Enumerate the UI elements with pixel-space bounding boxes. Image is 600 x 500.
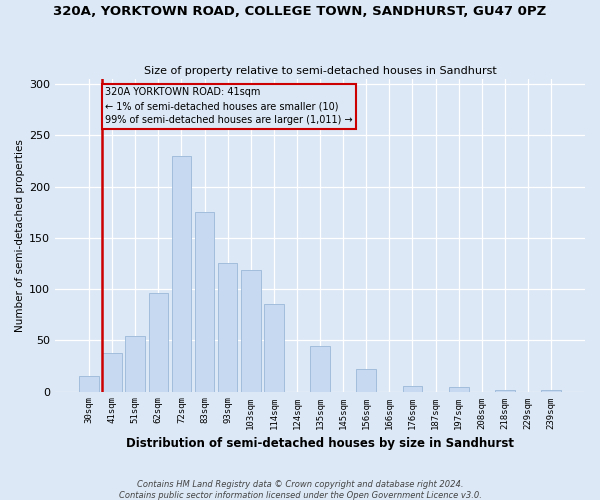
Bar: [241, 270, 260, 392]
Bar: [125, 336, 145, 392]
Bar: [495, 390, 515, 392]
Bar: [172, 156, 191, 392]
Title: Size of property relative to semi-detached houses in Sandhurst: Size of property relative to semi-detach…: [144, 66, 496, 76]
Y-axis label: Number of semi-detached properties: Number of semi-detached properties: [15, 139, 25, 332]
Bar: [218, 264, 238, 392]
Bar: [541, 390, 561, 392]
Bar: [356, 369, 376, 392]
Bar: [79, 376, 99, 392]
Text: 320A YORKTOWN ROAD: 41sqm
← 1% of semi-detached houses are smaller (10)
99% of s: 320A YORKTOWN ROAD: 41sqm ← 1% of semi-d…: [105, 88, 353, 126]
Bar: [310, 346, 330, 392]
Bar: [264, 304, 284, 392]
Bar: [403, 386, 422, 392]
Bar: [195, 212, 214, 392]
X-axis label: Distribution of semi-detached houses by size in Sandhurst: Distribution of semi-detached houses by …: [126, 437, 514, 450]
Text: 320A, YORKTOWN ROAD, COLLEGE TOWN, SANDHURST, GU47 0PZ: 320A, YORKTOWN ROAD, COLLEGE TOWN, SANDH…: [53, 5, 547, 18]
Text: Contains HM Land Registry data © Crown copyright and database right 2024.
Contai: Contains HM Land Registry data © Crown c…: [119, 480, 481, 500]
Bar: [449, 388, 469, 392]
Bar: [149, 293, 168, 392]
Bar: [103, 352, 122, 392]
